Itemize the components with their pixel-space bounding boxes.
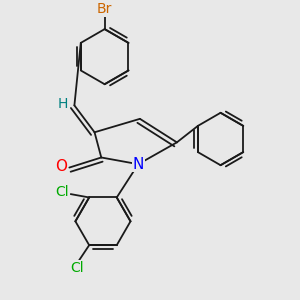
Text: Br: Br	[97, 2, 112, 16]
Text: N: N	[133, 157, 144, 172]
Text: Cl: Cl	[70, 261, 84, 275]
Text: Cl: Cl	[56, 185, 69, 200]
Text: H: H	[58, 97, 68, 111]
Text: O: O	[55, 159, 67, 174]
